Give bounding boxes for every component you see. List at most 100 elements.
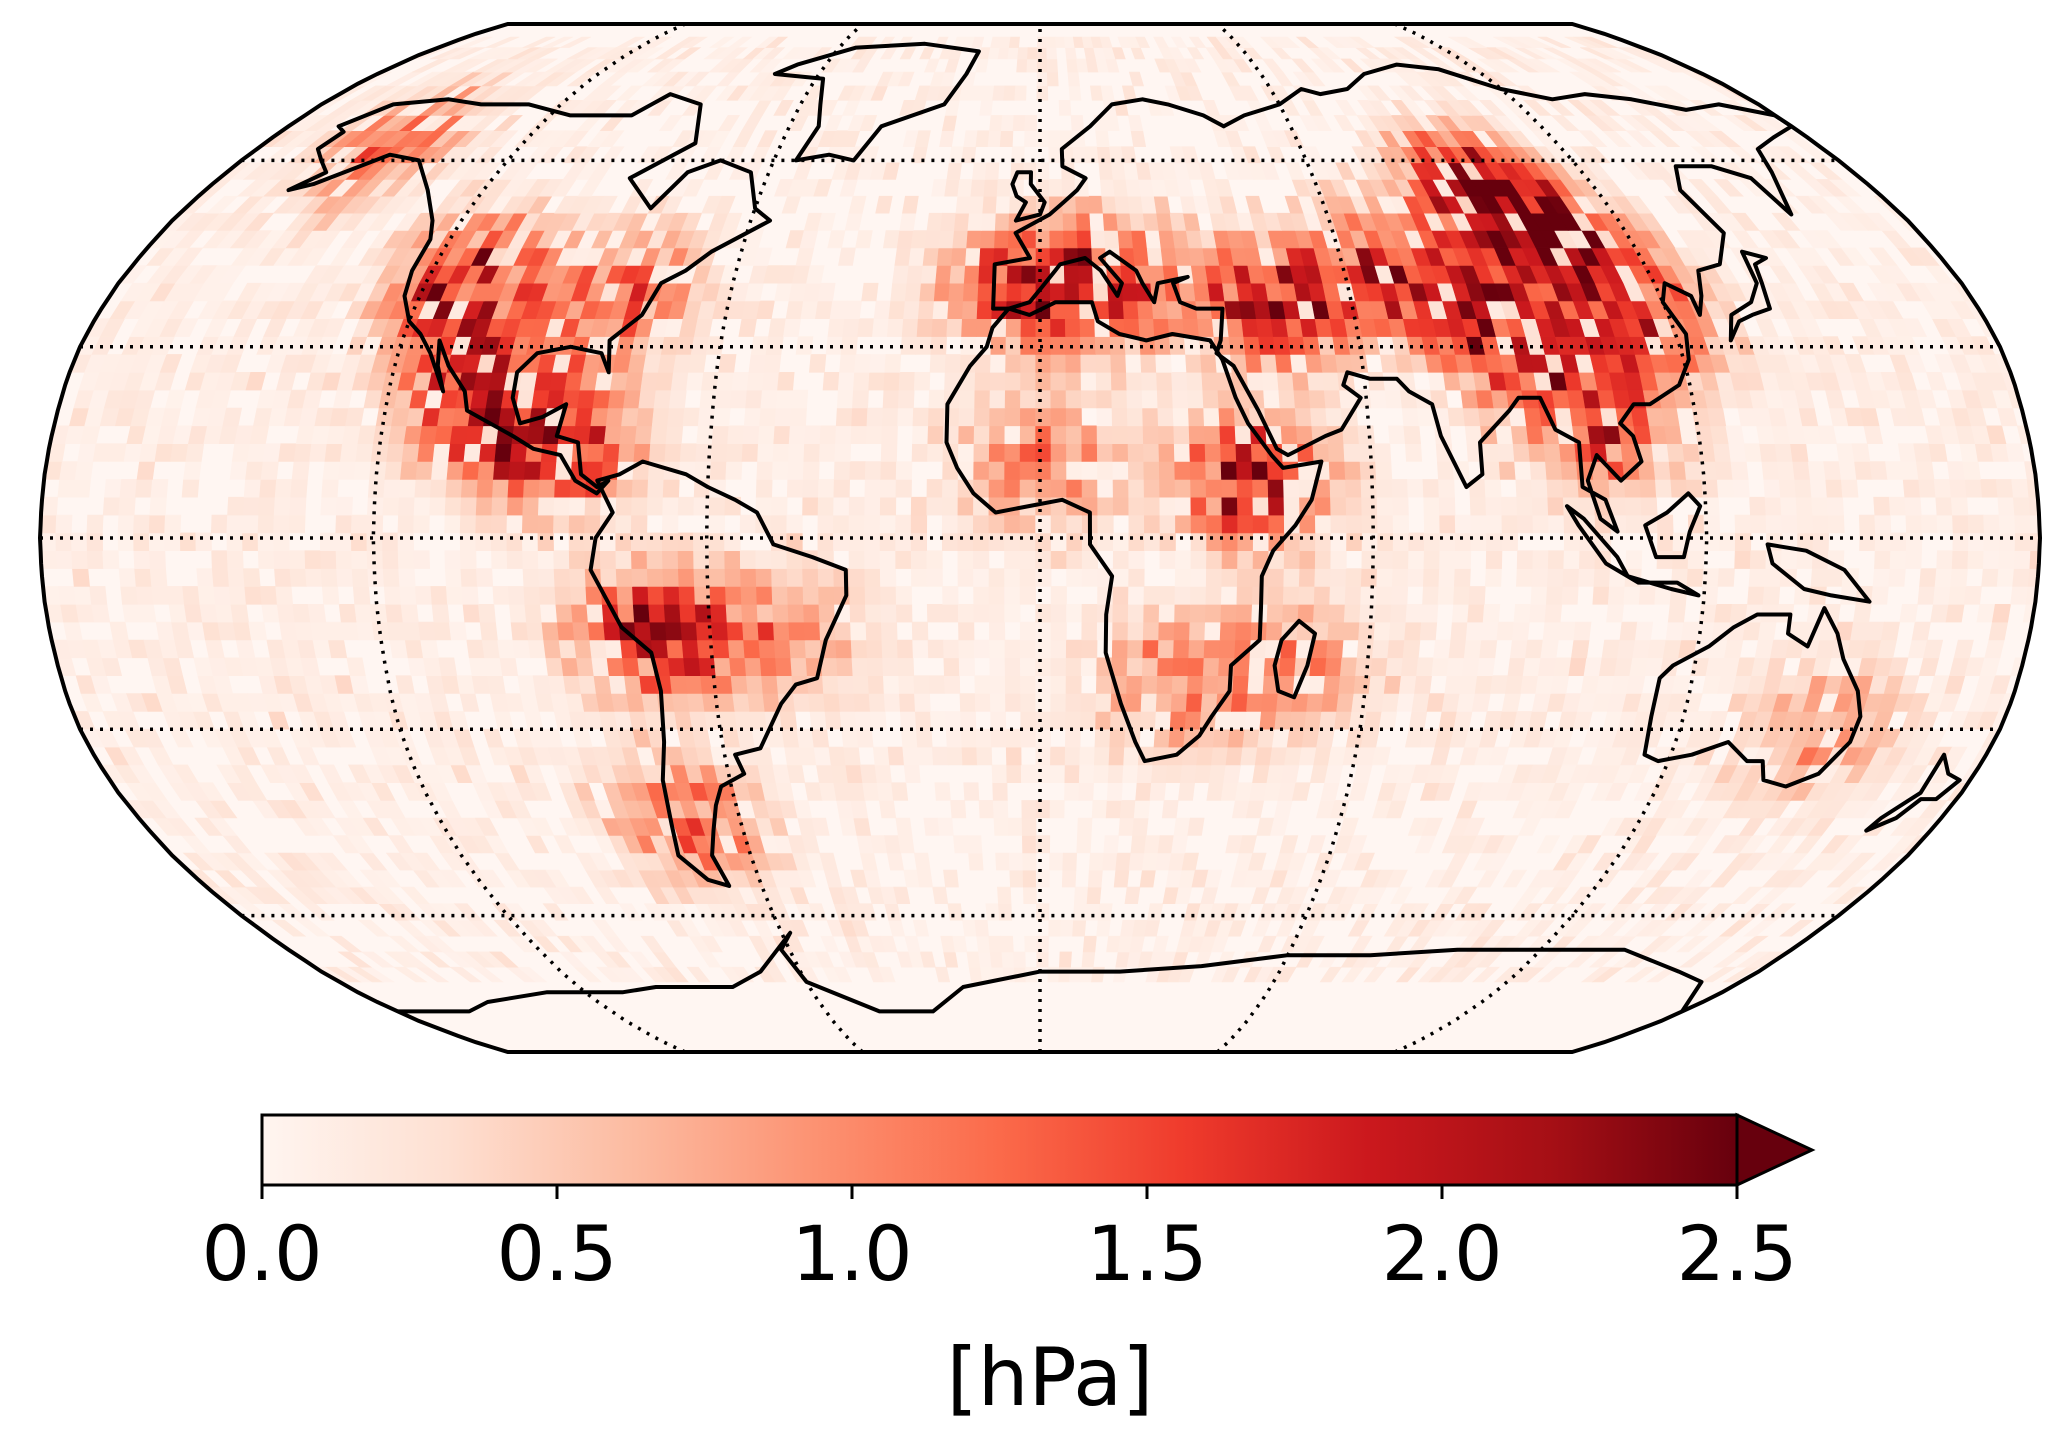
field-cell [742, 425, 760, 444]
field-cell [1436, 461, 1455, 480]
field-cell [1078, 282, 1095, 302]
field-cell [817, 282, 836, 302]
field-cell [259, 586, 278, 605]
field-cell [991, 764, 1008, 783]
field-cell [864, 461, 882, 480]
field-cell [530, 817, 555, 836]
field-cell [1020, 318, 1037, 337]
field-cell [1238, 300, 1257, 319]
field-cell [345, 407, 365, 427]
field-cell [459, 550, 477, 569]
field-cell [1392, 496, 1409, 516]
field-cell [625, 372, 644, 391]
field-cell [1204, 604, 1222, 623]
field-cell [1172, 407, 1190, 427]
field-cell [166, 586, 185, 605]
field-cell [789, 919, 810, 937]
field-cell [568, 550, 586, 569]
field-cell [1507, 657, 1526, 676]
field-cell [1411, 693, 1430, 712]
field-cell [2012, 496, 2031, 516]
field-cell [1082, 935, 1097, 953]
field-cell [336, 568, 354, 587]
field-cell [883, 372, 901, 391]
field-cell [1097, 903, 1113, 921]
field-cell [911, 443, 929, 462]
field-cell [1515, 479, 1533, 498]
field-cell [1343, 443, 1361, 462]
field-cell [1050, 372, 1067, 391]
field-cell [1104, 115, 1120, 131]
field-cell [957, 532, 974, 551]
field-cell [1092, 282, 1109, 302]
field-cell [1602, 425, 1622, 444]
field-cell [1748, 568, 1767, 587]
field-cell [879, 568, 897, 587]
field-cell [961, 318, 978, 337]
field-cell [1826, 496, 1844, 516]
field-cell [564, 372, 584, 391]
field-cell [1657, 532, 1674, 551]
field-cell [662, 479, 680, 498]
field-cell [1481, 621, 1499, 641]
field-cell [453, 903, 483, 921]
field-cell [1361, 514, 1379, 534]
field-cell [837, 372, 855, 391]
field-cell [771, 586, 789, 605]
field-cell [1004, 550, 1021, 569]
field-cell [879, 496, 897, 516]
field-cell [1050, 657, 1067, 676]
field-cell [1119, 800, 1136, 819]
field-cell [149, 496, 167, 516]
field-cell [1288, 886, 1310, 904]
field-cell [931, 179, 948, 197]
field-cell [1888, 568, 1906, 587]
field-cell [1936, 514, 1954, 534]
field-cell [745, 675, 764, 694]
field-cell [1323, 389, 1342, 409]
field-cell [89, 586, 108, 605]
field-cell [1086, 886, 1102, 904]
field-cell [1080, 657, 1098, 676]
field-cell [1680, 886, 1712, 904]
field-cell [1021, 265, 1037, 284]
field-cell [973, 407, 991, 427]
field-cell [1235, 443, 1253, 462]
field-cell [941, 496, 959, 516]
field-cell [1453, 568, 1471, 587]
field-cell [1221, 514, 1239, 534]
field-cell [492, 479, 510, 498]
field-cell [1240, 746, 1258, 766]
field-cell [879, 532, 896, 551]
field-cell [1035, 532, 1052, 551]
field-cell [895, 550, 912, 569]
field-cell [599, 532, 617, 551]
field-cell [1278, 389, 1296, 409]
field-cell [865, 425, 883, 444]
field-cell [961, 300, 979, 319]
field-cell [491, 550, 508, 569]
field-cell [1050, 746, 1066, 766]
field-cell [1731, 886, 1764, 904]
field-cell [1396, 693, 1415, 712]
field-cell [1460, 389, 1479, 409]
field-cell [1652, 935, 1685, 953]
field-cell [1066, 461, 1083, 480]
field-cell [968, 852, 984, 871]
field-cell [1905, 550, 1923, 569]
field-cell [553, 514, 570, 534]
field-cell [1242, 728, 1261, 748]
field-cell [919, 951, 936, 968]
field-cell [1279, 835, 1299, 854]
field-cell [895, 817, 913, 836]
field-cell [664, 443, 682, 462]
field-cell [1175, 514, 1192, 534]
field-cell [1091, 966, 1105, 983]
field-cell [355, 443, 374, 462]
field-cell [967, 212, 984, 231]
field-cell [1129, 212, 1146, 231]
field-cell [1859, 532, 1876, 551]
field-cell [984, 162, 1000, 180]
field-cell [711, 425, 730, 444]
field-cell [73, 586, 92, 605]
